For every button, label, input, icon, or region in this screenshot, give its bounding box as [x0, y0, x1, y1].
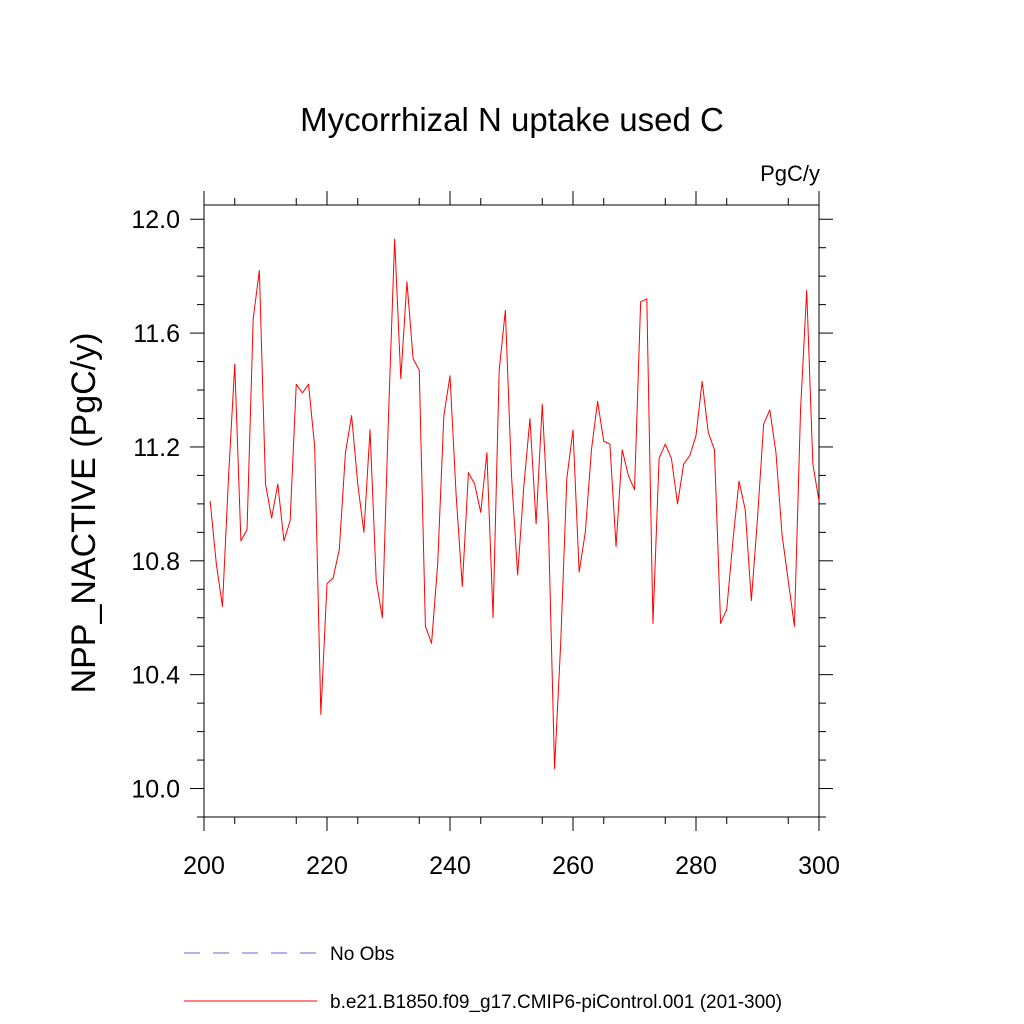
y-tick-label: 11.2	[133, 434, 180, 462]
y-tick-label: 11.6	[133, 320, 180, 348]
plot-frame	[203, 204, 820, 818]
units-label: PgC/y	[760, 161, 820, 186]
y-tick-label: 10.4	[131, 662, 180, 690]
y-tick-label: 10.8	[131, 548, 180, 576]
x-tick-label: 200	[183, 852, 225, 880]
legend-label-no-obs: No Obs	[330, 944, 394, 965]
y-tick-label: 12.0	[131, 206, 180, 234]
legend: No Obs b.e21.B1850.f09_g17.CMIP6-piContr…	[184, 944, 782, 1013]
y-tick-label: 10.0	[131, 776, 180, 804]
x-tick-label: 240	[429, 852, 471, 880]
x-tick-label: 220	[306, 852, 348, 880]
chart-title: Mycorrhizal N uptake used C	[300, 101, 724, 138]
x-tick-label: 300	[798, 852, 840, 880]
legend-label-model: b.e21.B1850.f09_g17.CMIP6-piControl.001 …	[330, 992, 782, 1013]
series-layer	[209, 238, 820, 770]
x-tick-label: 260	[552, 852, 594, 880]
series-line-0	[209, 238, 820, 770]
x-tick-label: 280	[675, 852, 717, 880]
axis-ticks: 200 220 240 260 280 300 10.0 10.4 10.8 11.2 11.6 12…	[131, 191, 840, 880]
y-axis-label: NPP_NACTIVE (PgC/y)	[65, 333, 103, 694]
